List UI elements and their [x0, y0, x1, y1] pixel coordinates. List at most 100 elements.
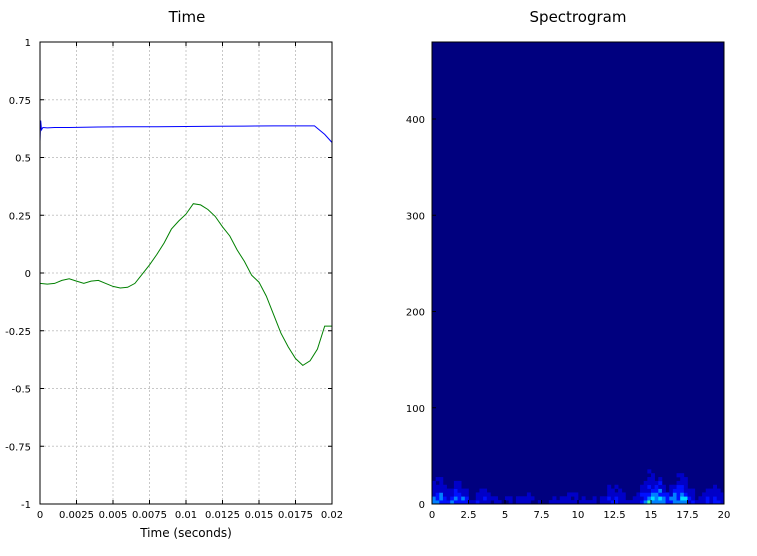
time-x-tick-label: 0.005: [99, 510, 128, 521]
spectrogram-cell: [709, 500, 714, 505]
time-y-tick-label: -0.5: [11, 385, 31, 396]
spectrogram-cell: [570, 492, 575, 497]
spectrogram-cell: [505, 496, 509, 501]
spectrogram-cell: [614, 484, 619, 489]
spectrogram-cell: [475, 492, 480, 497]
spectrogram-cell: [439, 500, 444, 505]
spectrogram-cell: [702, 500, 707, 505]
spectrogram-cell: [691, 488, 696, 493]
spectrogram-cell: [643, 500, 648, 505]
spectrogram-cell: [640, 492, 644, 497]
time-series-line-1: [39, 120, 333, 143]
spectrogram-cell: [479, 500, 484, 505]
spectrogram-cell: [621, 496, 626, 501]
spectrogram-cell: [442, 496, 447, 501]
spectrogram-cell: [607, 488, 612, 493]
spectrogram-cell: [694, 500, 699, 505]
spectrogram-cell: [647, 477, 652, 482]
spectrogram-cell: [442, 484, 447, 489]
spectrogram-cell: [483, 488, 488, 493]
spectrogram-cell: [435, 500, 440, 505]
time-y-tick-label: 0.5: [15, 154, 31, 165]
time-gridlines: [40, 42, 332, 504]
spectrogram-cell: [453, 480, 458, 486]
spectrogram-cell: [654, 496, 659, 501]
spectrogram-cell: [457, 488, 462, 493]
spectrogram-cells: [432, 469, 725, 505]
spectrogram-cell: [450, 488, 455, 493]
spectrogram-cell: [640, 496, 644, 501]
spectrogram-cell: [676, 473, 681, 478]
spectrogram-cell: [618, 500, 623, 505]
spectrogram-cell: [658, 492, 663, 497]
spectrogram-cell: [676, 500, 681, 505]
spectrogram-cell: [672, 484, 677, 489]
spectrogram-cell: [563, 500, 568, 505]
spectrogram-cell: [559, 500, 564, 505]
spectrogram-cell: [439, 480, 444, 486]
spectrogram-cell: [651, 500, 655, 505]
spectrogram-cell: [457, 484, 462, 489]
spectrogram-cell: [651, 496, 655, 501]
spectrogram-cell: [446, 500, 451, 505]
spectrogram-cell: [672, 500, 677, 505]
spectrogram-cell: [461, 492, 466, 497]
spectrogram-cell: [494, 500, 498, 505]
spectrogram-cell: [610, 496, 615, 501]
spectrogram-cell: [683, 488, 688, 493]
spectrogram-cell: [439, 477, 444, 482]
spectrogram-cell: [647, 484, 652, 489]
spectrogram-cell: [651, 488, 655, 493]
spectrogram-cell: [640, 500, 644, 505]
spectrogram-cell: [446, 488, 451, 493]
spectrogram-cell: [486, 500, 491, 505]
spectrogram-cell: [607, 500, 612, 505]
spectrogram-cell: [461, 500, 466, 505]
spectrogram-cell: [468, 500, 473, 505]
time-x-tick-label: 0.0075: [132, 510, 167, 521]
spectrogram-cell: [435, 484, 440, 489]
spectrogram-cell: [552, 496, 557, 501]
spectrogram-cell: [709, 496, 714, 501]
spectrogram-cell: [432, 492, 436, 497]
spectrogram-cell: [442, 500, 447, 505]
spectrogram-cell: [676, 492, 681, 497]
spectrogram-cell: [654, 492, 659, 497]
spectrogram-cell: [643, 492, 648, 497]
spectrogram-cell: [665, 492, 670, 497]
spectrogram-cell: [614, 496, 619, 501]
spectrogram-cell: [647, 492, 652, 497]
spectrogram-cell: [607, 484, 612, 489]
spectrogram-cell: [439, 492, 444, 497]
spectrogram-cell: [578, 500, 582, 505]
spectrogram-y-tick-label: 400: [406, 115, 425, 126]
spectrogram-cell: [523, 496, 528, 501]
spectrogram-cell: [672, 492, 677, 497]
spectrogram-cell: [464, 496, 469, 501]
spectrogram-cell: [497, 500, 502, 505]
spectrogram-cell: [599, 496, 604, 501]
spectrogram-cell: [435, 477, 440, 482]
spectrogram-cell: [680, 492, 685, 497]
spectrogram-cell: [621, 492, 626, 497]
spectrogram-cell: [490, 496, 495, 501]
spectrogram-cell: [669, 492, 674, 497]
spectrogram-cell: [698, 496, 703, 501]
spectrogram-cell: [651, 480, 655, 486]
spectrogram-cell: [680, 488, 685, 493]
time-y-tick-label: 0.75: [9, 96, 31, 107]
spectrogram-cell: [636, 500, 641, 505]
spectrogram-cell: [603, 496, 608, 501]
spectrogram-cell: [636, 496, 641, 501]
spectrogram-cell: [508, 496, 513, 501]
spectrogram-cell: [713, 500, 717, 505]
spectrogram-cell: [702, 492, 707, 497]
spectrogram-cell: [683, 500, 688, 505]
spectrogram-cell: [640, 484, 644, 489]
time-x-axis-label: Time (seconds): [139, 526, 232, 540]
spectrogram-cell: [669, 500, 674, 505]
spectrogram-cell: [680, 496, 685, 501]
time-x-tick-label: 0.0175: [278, 510, 313, 521]
spectrogram-cell: [614, 500, 619, 505]
spectrogram-cell: [526, 492, 531, 497]
